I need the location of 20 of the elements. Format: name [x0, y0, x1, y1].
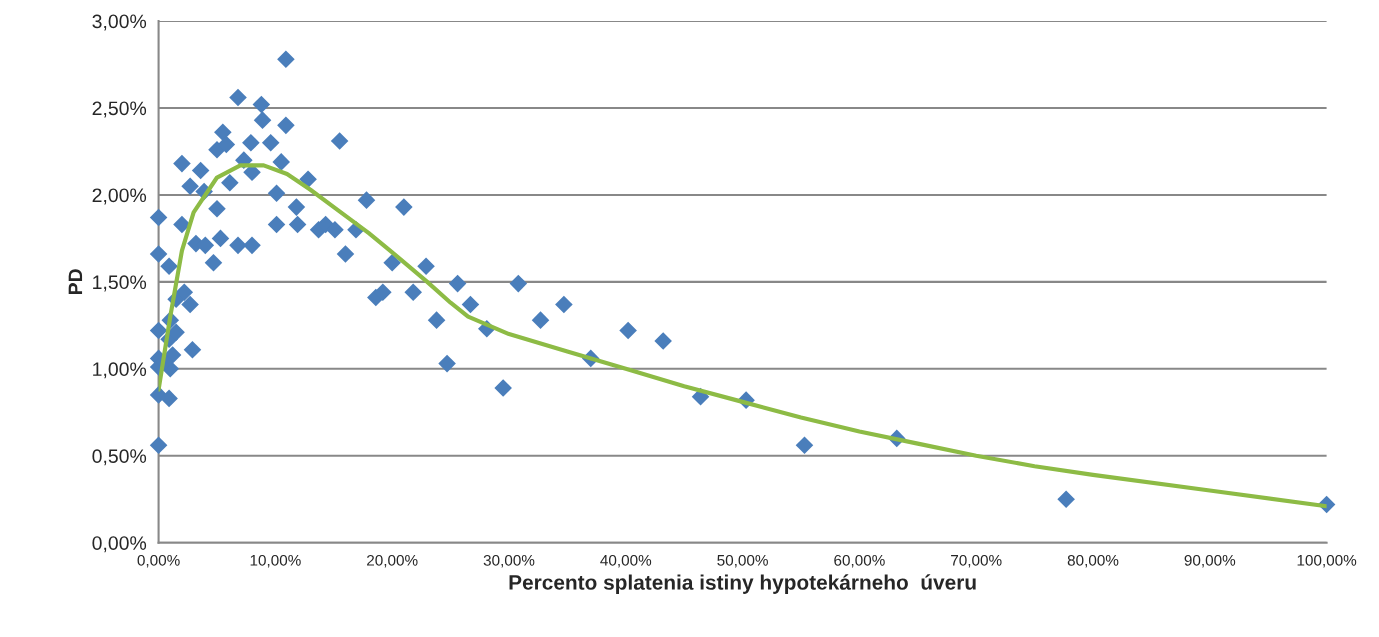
y-tick-label: 0,50% [92, 449, 147, 466]
y-tick-label: 0,00% [92, 536, 147, 553]
x-tick-label: 70,00% [951, 554, 1002, 568]
y-tick-label: 1,00% [93, 362, 147, 379]
x-tick-label: 20,00% [367, 554, 418, 568]
x-tick-label: 90,00% [1184, 554, 1236, 568]
y-tick-label: 2,50% [92, 101, 147, 118]
y-tick-label: 1,50% [93, 275, 147, 292]
x-axis-title: Percento splatenia istiny hypotekárneho úveru [509, 574, 976, 594]
y-axis-title: PD [68, 269, 83, 295]
x-tick-label: 10,00% [250, 554, 301, 568]
y-tick-label: 2,00% [92, 188, 147, 205]
x-tick-label: 100,00% [1297, 554, 1357, 568]
x-tick-label: 80,00% [1067, 554, 1119, 568]
x-tick-label: 50,00% [717, 554, 768, 568]
x-tick-label: 60,00% [834, 554, 885, 568]
x-tick-label: 30,00% [483, 554, 535, 568]
x-tick-label: 0,00% [137, 554, 180, 568]
y-tick-label: 3,00% [92, 14, 147, 31]
x-tick-label: 40,00% [600, 554, 652, 568]
